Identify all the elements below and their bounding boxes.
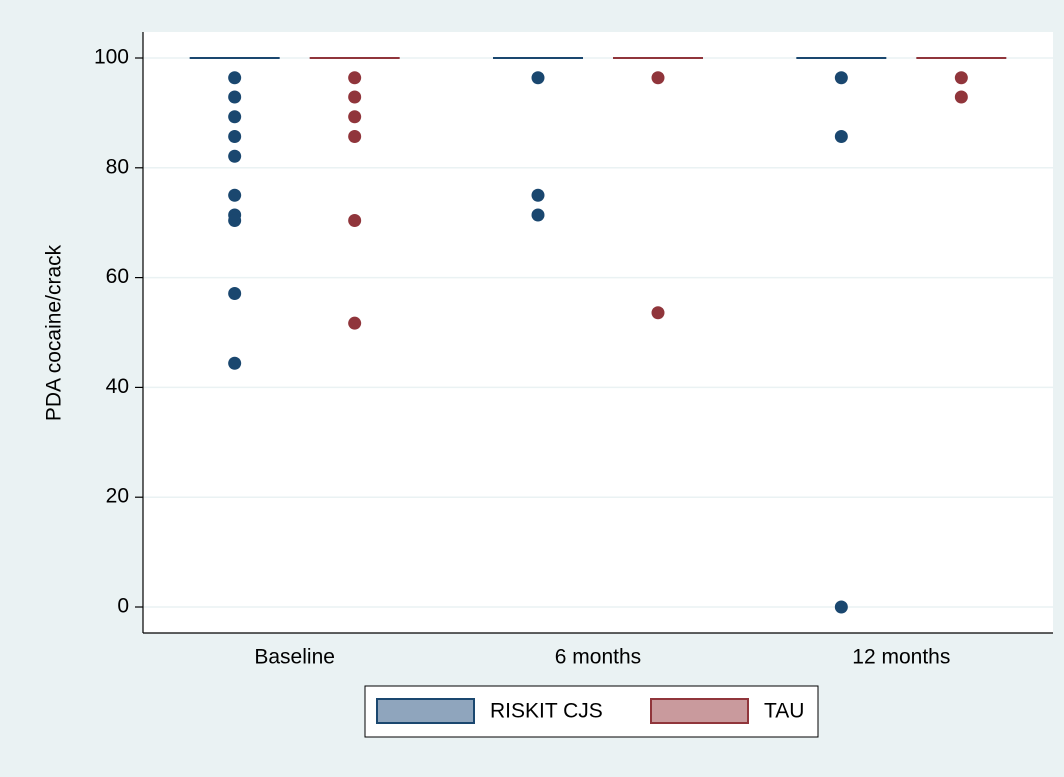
x-tick-label: 6 months (555, 646, 641, 669)
outlier (348, 90, 362, 104)
outlier (228, 130, 242, 144)
outlier (348, 214, 362, 228)
outlier (228, 356, 242, 370)
plot-area (143, 32, 1053, 633)
outlier (228, 287, 242, 301)
legend-swatch (650, 698, 749, 724)
y-tick-label: 40 (106, 375, 129, 398)
outlier (228, 188, 242, 202)
outlier (954, 71, 968, 85)
outlier (228, 90, 242, 104)
y-tick-label: 60 (106, 265, 129, 288)
outlier (348, 71, 362, 85)
outlier (228, 214, 242, 228)
legend-label: RISKIT CJS (490, 700, 603, 723)
outlier (834, 600, 848, 614)
outlier (228, 110, 242, 124)
outlier (834, 130, 848, 144)
outlier (348, 110, 362, 124)
outlier (531, 71, 545, 85)
outlier (531, 188, 545, 202)
x-tick-label: 12 months (852, 646, 950, 669)
x-tick-label: Baseline (254, 646, 335, 669)
outlier (954, 90, 968, 104)
outlier (348, 316, 362, 330)
outlier (651, 306, 665, 320)
outlier (651, 71, 665, 85)
y-tick-label: 100 (94, 46, 129, 69)
outlier (348, 130, 362, 144)
outlier (834, 71, 848, 85)
outlier (228, 71, 242, 85)
y-axis-label: PDA cocaine/crack (43, 244, 66, 421)
y-tick-label: 0 (117, 595, 129, 618)
y-tick-label: 20 (106, 485, 129, 508)
legend-label: TAU (764, 700, 804, 723)
y-tick-label: 80 (106, 155, 129, 178)
outlier (228, 149, 242, 163)
legend-swatch (376, 698, 475, 724)
outlier (531, 208, 545, 222)
